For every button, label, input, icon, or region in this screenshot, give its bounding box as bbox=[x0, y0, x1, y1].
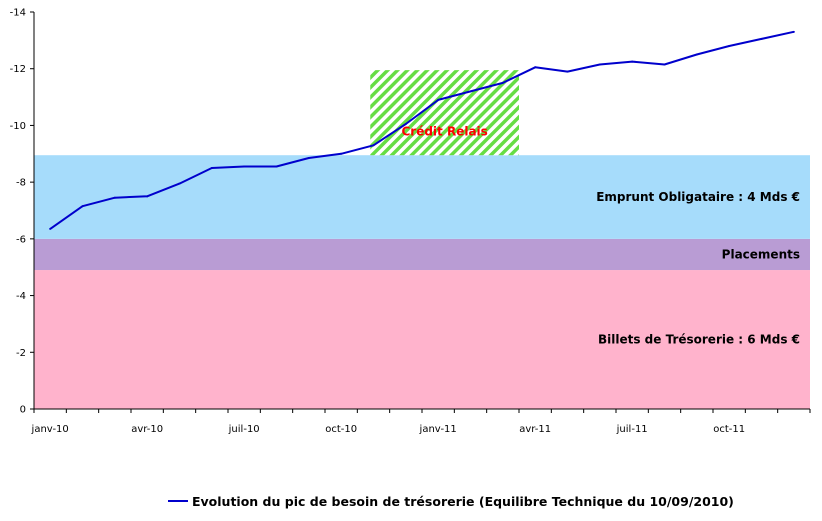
band-2 bbox=[34, 155, 810, 239]
y-tick-label: -2 bbox=[16, 348, 26, 359]
y-tick-label: -12 bbox=[10, 64, 26, 75]
legend: Evolution du pic de besoin de trésorerie… bbox=[168, 494, 734, 509]
series-point bbox=[501, 81, 504, 84]
y-tick-label: -4 bbox=[16, 291, 26, 302]
x-tick-label: juil-10 bbox=[228, 424, 260, 435]
series-point bbox=[695, 53, 698, 56]
series-layer bbox=[49, 30, 795, 230]
y-tick-label: -6 bbox=[16, 234, 26, 245]
x-tick-label: avr-11 bbox=[519, 424, 551, 435]
x-tick-label: juil-11 bbox=[616, 424, 648, 435]
series-point bbox=[631, 60, 634, 63]
series-point bbox=[307, 157, 310, 160]
x-tick-label: janv-10 bbox=[31, 424, 69, 435]
series-point bbox=[728, 45, 731, 48]
series-point bbox=[372, 144, 375, 147]
band-0 bbox=[34, 270, 810, 409]
axes: -14 -12 -10 -8 -6 -4 -2 0 janv-10 avr-10 juil-10 oc… bbox=[10, 8, 811, 435]
series-point bbox=[178, 182, 181, 185]
x-tick-label: oct-11 bbox=[713, 424, 745, 435]
series-point bbox=[534, 66, 537, 69]
band-label-2: Emprunt Obligataire : 4 Mds € bbox=[596, 190, 800, 204]
y-tick-label: -8 bbox=[16, 178, 26, 189]
x-tick-label: janv-11 bbox=[419, 424, 457, 435]
band-1 bbox=[34, 238, 810, 271]
x-tick-label: avr-10 bbox=[131, 424, 163, 435]
series-point bbox=[146, 195, 149, 198]
x-tick-label: oct-10 bbox=[325, 424, 357, 435]
legend-label: Evolution du pic de besoin de trésorerie… bbox=[192, 494, 734, 509]
series-point bbox=[243, 165, 246, 168]
series-point bbox=[792, 30, 795, 33]
series-point bbox=[760, 37, 763, 40]
series-point bbox=[81, 205, 84, 208]
y-tick-label: 0 bbox=[20, 405, 26, 416]
series-point bbox=[437, 98, 440, 101]
series-point bbox=[275, 165, 278, 168]
series-point bbox=[340, 152, 343, 155]
bands-layer bbox=[34, 155, 810, 409]
series-point bbox=[210, 166, 213, 169]
series-point bbox=[469, 90, 472, 93]
series-point bbox=[113, 196, 116, 199]
y-tick-label: -10 bbox=[10, 121, 26, 132]
series-point bbox=[598, 63, 601, 66]
credit-relais-layer bbox=[370, 70, 519, 156]
series-point bbox=[49, 227, 52, 230]
band-labels: Billets de Trésorerie : 6 Mds € Placement… bbox=[401, 125, 800, 347]
y-tick-label: -14 bbox=[10, 8, 26, 19]
series-line-0 bbox=[49, 30, 795, 230]
series-point bbox=[404, 123, 407, 126]
credit-relais-box bbox=[370, 70, 519, 156]
band-label-1: Placements bbox=[722, 247, 800, 261]
band-label-0: Billets de Trésorerie : 6 Mds € bbox=[598, 333, 800, 347]
series-point bbox=[663, 63, 666, 66]
credit-relais-label: Crédit Relais bbox=[401, 125, 487, 139]
series-point bbox=[566, 70, 569, 73]
